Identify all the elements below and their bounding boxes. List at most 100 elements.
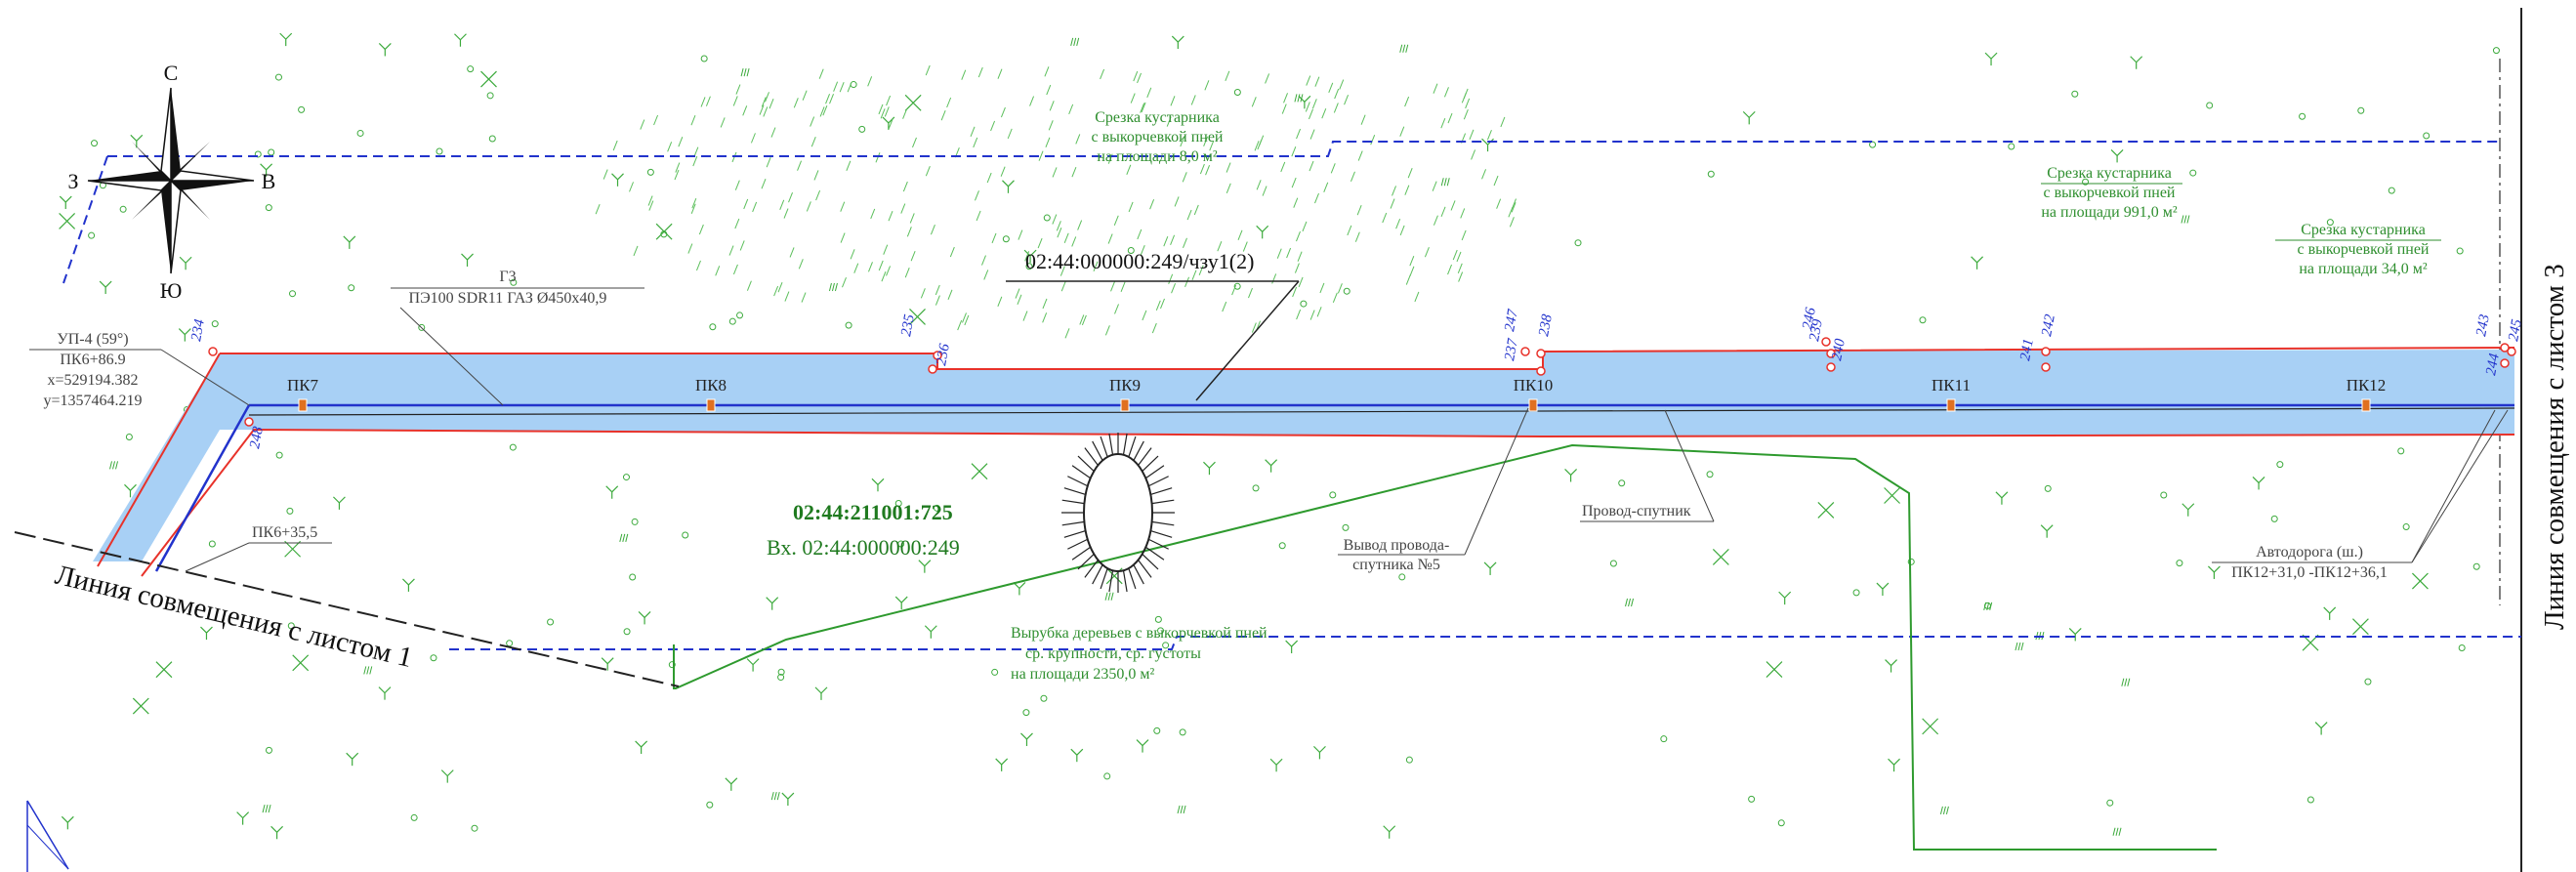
tree-symbol bbox=[274, 73, 282, 81]
shrub-hatch-stroke bbox=[1045, 137, 1051, 148]
shrub-hatch-stroke bbox=[789, 247, 795, 258]
grass-symbol bbox=[1983, 602, 1993, 610]
shrub-symbol bbox=[2110, 148, 2124, 163]
shrub-hatch-stroke bbox=[777, 282, 783, 293]
shrub-hatch-stroke bbox=[983, 270, 989, 280]
tree-symbol bbox=[1852, 589, 1860, 597]
vertex-number: 240 bbox=[1829, 337, 1849, 361]
shrub-hatch-stroke bbox=[1225, 70, 1230, 81]
companion-wire-label: Провод-спутник bbox=[1582, 503, 1691, 519]
shrub-hatch-stroke bbox=[981, 255, 986, 266]
shrub-hatch-stroke bbox=[886, 266, 892, 276]
cross-marker bbox=[655, 223, 673, 240]
shrub-symbol bbox=[179, 256, 192, 270]
picket-marker bbox=[1120, 398, 1130, 412]
shrub-symbol bbox=[1265, 459, 1278, 473]
shrub-hatch-stroke bbox=[1298, 276, 1304, 288]
tree-symbol bbox=[2071, 90, 2079, 98]
cross-marker bbox=[971, 463, 988, 480]
shrub-symbol bbox=[1023, 249, 1037, 264]
shrub-hatch-stroke bbox=[1297, 251, 1303, 262]
shrub-hatch-stroke bbox=[602, 169, 608, 180]
cross-marker bbox=[909, 308, 926, 325]
shrub-hatch-stroke bbox=[1509, 217, 1515, 228]
shrub-hatch-stroke bbox=[1323, 182, 1329, 192]
turn-point-line4: у=1357464.219 bbox=[43, 393, 142, 409]
clearing-shrub-far-line2: с выкорчевкой пней bbox=[2298, 241, 2430, 258]
tree-symbol bbox=[208, 540, 216, 548]
shrub-symbol bbox=[2068, 627, 2082, 642]
shrub-hatch-stroke bbox=[1486, 130, 1492, 141]
shrub-hatch-stroke bbox=[1382, 212, 1388, 224]
tree-symbol bbox=[1300, 300, 1308, 308]
tree-symbol bbox=[858, 125, 866, 133]
shrub-symbol bbox=[1136, 739, 1149, 753]
shrub-symbol bbox=[2314, 722, 2328, 735]
tree-symbol bbox=[706, 801, 714, 809]
shrub-symbol bbox=[601, 657, 614, 671]
pk-start-label: ПК6+35,5 bbox=[252, 524, 317, 541]
vertex-number: 242 bbox=[2039, 312, 2058, 337]
vertex-number: 235 bbox=[898, 312, 918, 337]
shrub-hatch-stroke bbox=[1262, 186, 1267, 196]
road-label-line2: ПК12+31,0 -ПК12+36,1 bbox=[2231, 564, 2388, 581]
shrub-hatch-stroke bbox=[1511, 202, 1517, 213]
picket-label: ПК8 bbox=[695, 376, 727, 394]
vertex-number: 239 bbox=[1807, 317, 1826, 342]
shrub-hatch-stroke bbox=[1205, 165, 1211, 176]
shrub-hatch-stroke bbox=[1107, 233, 1113, 244]
shrub-hatch-stroke bbox=[878, 260, 884, 271]
cross-marker bbox=[1766, 661, 1783, 679]
tree-symbol bbox=[436, 147, 443, 155]
tree-symbol bbox=[1907, 558, 1915, 565]
shrub-symbol bbox=[1171, 35, 1184, 50]
shrub-hatch-stroke bbox=[1204, 80, 1210, 91]
shrub-hatch-stroke bbox=[825, 94, 831, 104]
allotment-boundary-top bbox=[107, 141, 2500, 157]
shrub-hatch-stroke bbox=[1029, 96, 1035, 106]
shrub-hatch-stroke bbox=[976, 210, 981, 222]
clearing-shrub-right-line2: с выкорчевкой пней bbox=[2044, 185, 2176, 201]
tree-symbol bbox=[1919, 316, 1927, 324]
shrub-symbol bbox=[236, 811, 250, 825]
picket-marker bbox=[706, 398, 716, 412]
tree-symbol bbox=[509, 443, 517, 451]
shrub-symbol bbox=[378, 43, 392, 57]
tree-symbol bbox=[287, 622, 295, 630]
shrub-hatch-stroke bbox=[1022, 311, 1028, 321]
shrub-hatch-stroke bbox=[810, 136, 816, 147]
shrub-hatch-stroke bbox=[720, 117, 726, 128]
shrub-hatch-stroke bbox=[1052, 167, 1058, 178]
vertex-number: 236 bbox=[934, 342, 953, 366]
shrub-hatch-stroke bbox=[930, 224, 935, 235]
shrub-hatch-stroke bbox=[1500, 116, 1506, 128]
picket-label: ПК7 bbox=[287, 376, 319, 394]
tree-symbol bbox=[1342, 523, 1350, 531]
tree-symbol bbox=[2176, 560, 2183, 567]
shrub-hatch-stroke bbox=[900, 203, 906, 214]
shrub-hatch-stroke bbox=[1133, 70, 1139, 82]
shrub-hatch-stroke bbox=[1354, 231, 1360, 242]
shrub-hatch-stroke bbox=[802, 90, 808, 101]
grass-symbol bbox=[740, 68, 750, 77]
shrub-hatch-stroke bbox=[1306, 75, 1311, 86]
tree-symbol bbox=[1343, 287, 1350, 295]
match-line-1 bbox=[14, 531, 680, 687]
shrub-symbol bbox=[638, 610, 651, 625]
shrub-hatch-stroke bbox=[735, 84, 741, 95]
shrub-symbol bbox=[814, 686, 828, 700]
shrub-symbol bbox=[61, 815, 74, 830]
shrub-symbol bbox=[2181, 503, 2195, 517]
shrub-hatch-stroke bbox=[1146, 87, 1152, 99]
shrub-hatch-stroke bbox=[1018, 229, 1023, 240]
tree-symbol bbox=[845, 321, 852, 329]
tree-symbol bbox=[1233, 282, 1241, 290]
shrub-hatch-stroke bbox=[1063, 232, 1069, 243]
shrub-symbol bbox=[1070, 748, 1084, 763]
shrub-hatch-stroke bbox=[1242, 241, 1248, 252]
tree-symbol bbox=[418, 323, 426, 331]
shrub-hatch-stroke bbox=[1140, 103, 1145, 113]
shrub-hatch-stroke bbox=[1151, 322, 1157, 334]
shrub-hatch-stroke bbox=[842, 277, 847, 288]
